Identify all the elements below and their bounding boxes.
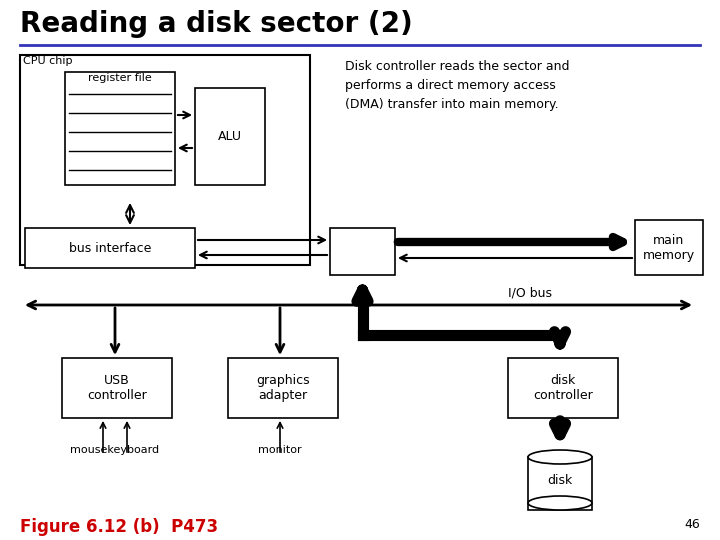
- Text: USB
controller: USB controller: [87, 374, 147, 402]
- Text: Figure 6.12 (b)  P473: Figure 6.12 (b) P473: [20, 518, 218, 536]
- Bar: [330, 228, 395, 275]
- Text: CPU chip: CPU chip: [23, 56, 73, 66]
- Text: register file: register file: [88, 73, 152, 83]
- Text: ALU: ALU: [218, 130, 242, 143]
- Text: bus interface: bus interface: [69, 241, 151, 254]
- Text: disk
controller: disk controller: [533, 374, 593, 402]
- Text: 46: 46: [684, 518, 700, 531]
- Ellipse shape: [528, 496, 592, 510]
- Bar: [195, 88, 265, 185]
- Bar: [25, 228, 195, 268]
- Text: Disk controller reads the sector and
performs a direct memory access
(DMA) trans: Disk controller reads the sector and per…: [345, 60, 570, 111]
- Text: monitor: monitor: [258, 445, 302, 455]
- Bar: [635, 220, 703, 275]
- Text: graphics
adapter: graphics adapter: [256, 374, 310, 402]
- Bar: [528, 457, 592, 510]
- Bar: [65, 72, 175, 185]
- Bar: [62, 358, 172, 418]
- Text: main
memory: main memory: [643, 233, 695, 261]
- Ellipse shape: [528, 450, 592, 464]
- Bar: [228, 358, 338, 418]
- Bar: [508, 358, 618, 418]
- Text: mousekeyboard: mousekeyboard: [71, 445, 160, 455]
- Bar: [20, 55, 310, 265]
- Text: I/O bus: I/O bus: [508, 287, 552, 300]
- Text: Reading a disk sector (2): Reading a disk sector (2): [20, 10, 413, 38]
- Text: disk: disk: [547, 474, 572, 487]
